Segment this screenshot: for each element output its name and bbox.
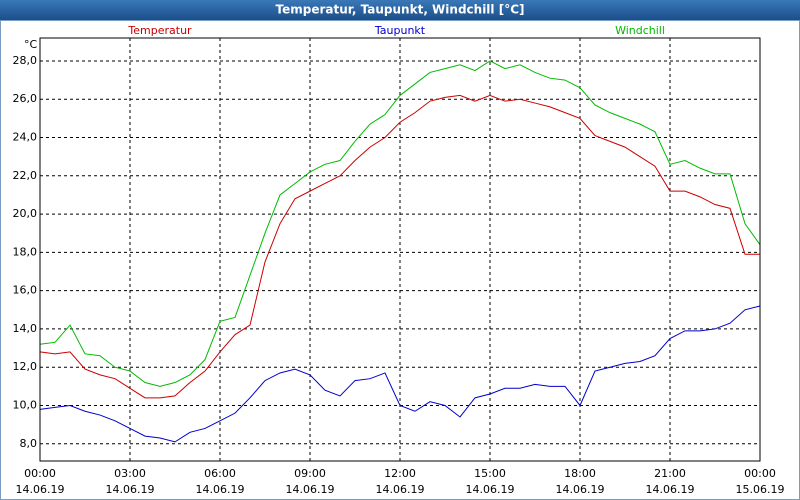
x-tick-label: 00:00 xyxy=(24,467,56,480)
x-tick-date: 14.06.19 xyxy=(16,483,65,496)
x-tick-label: 12:00 xyxy=(384,467,416,480)
y-tick-label: 8,0 xyxy=(20,437,38,450)
x-tick-date: 15.06.19 xyxy=(736,483,785,496)
x-tick-label: 15:00 xyxy=(474,467,506,480)
y-tick-label: 14,0 xyxy=(13,322,38,335)
x-tick-date: 14.06.19 xyxy=(376,483,425,496)
y-tick-label: 22,0 xyxy=(13,169,38,182)
x-tick-label: 00:00 xyxy=(744,467,776,480)
legend-label: Temperatur xyxy=(127,24,192,37)
series-line xyxy=(39,305,761,443)
x-tick-date: 14.06.19 xyxy=(646,483,695,496)
y-tick-label: 20,0 xyxy=(13,207,38,220)
y-unit: °C xyxy=(24,38,38,51)
chart-title: Temperatur, Taupunkt, Windchill [°C] xyxy=(276,3,525,17)
x-tick-date: 14.06.19 xyxy=(286,483,335,496)
x-tick-date: 14.06.19 xyxy=(106,483,155,496)
x-tick-date: 14.06.19 xyxy=(556,483,605,496)
y-tick-label: 26,0 xyxy=(13,92,38,105)
series-line xyxy=(39,94,760,399)
x-tick-date: 14.06.19 xyxy=(466,483,515,496)
series-line xyxy=(39,60,761,387)
y-tick-label: 18,0 xyxy=(13,245,38,258)
y-tick-label: 28,0 xyxy=(13,54,38,67)
title-bar xyxy=(0,0,800,20)
y-tick-label: 24,0 xyxy=(13,131,38,144)
x-tick-label: 03:00 xyxy=(114,467,146,480)
y-tick-label: 16,0 xyxy=(13,284,38,297)
legend-label: Windchill xyxy=(615,24,665,37)
legend-label: Taupunkt xyxy=(374,24,426,37)
y-tick-label: 10,0 xyxy=(13,398,38,411)
x-tick-date: 14.06.19 xyxy=(196,483,245,496)
y-tick-label: 12,0 xyxy=(13,360,38,373)
x-tick-label: 06:00 xyxy=(204,467,236,480)
x-tick-label: 09:00 xyxy=(294,467,326,480)
x-tick-label: 21:00 xyxy=(654,467,686,480)
plot-border xyxy=(39,37,761,462)
x-tick-label: 18:00 xyxy=(564,467,596,480)
